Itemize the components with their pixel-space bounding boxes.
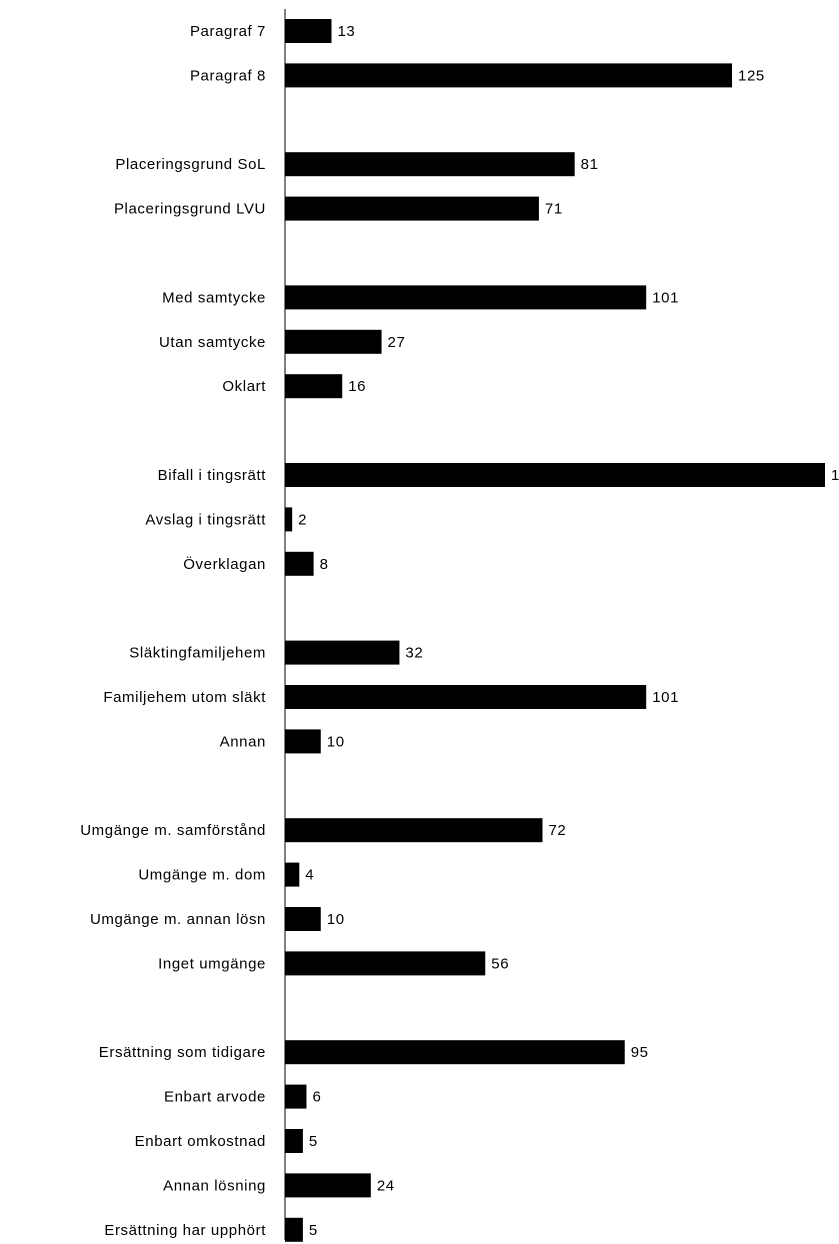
category-label: Paragraf 7 bbox=[190, 23, 266, 40]
category-label: Ersättning som tidigare bbox=[99, 1044, 266, 1061]
data-label: 16 bbox=[348, 378, 366, 395]
bars-layer bbox=[285, 19, 825, 1242]
data-label: 101 bbox=[652, 289, 679, 306]
bar bbox=[285, 63, 733, 88]
bar bbox=[285, 862, 300, 887]
bar bbox=[285, 907, 321, 931]
data-label: 81 bbox=[581, 156, 599, 173]
category-label: Annan bbox=[220, 733, 266, 750]
data-label: 101 bbox=[652, 689, 679, 706]
data-label: 2 bbox=[298, 511, 307, 528]
data-label: 125 bbox=[738, 67, 765, 84]
category-label: Utan samtycke bbox=[159, 334, 266, 351]
data-label: 151 bbox=[831, 467, 839, 484]
bar bbox=[285, 196, 539, 221]
bar bbox=[285, 329, 382, 354]
bar bbox=[285, 951, 486, 976]
category-label: Ersättning har upphört bbox=[104, 1222, 266, 1239]
bar bbox=[285, 152, 575, 177]
category-label: Oklart bbox=[222, 378, 266, 395]
category-label: Överklagan bbox=[183, 555, 266, 573]
bar bbox=[285, 729, 321, 754]
category-label: Paragraf 8 bbox=[190, 67, 266, 84]
labels-layer: 13 Paragraf 7 125 Paragraf 8 81 Placeringsgru… bbox=[80, 23, 839, 1239]
bar bbox=[285, 551, 314, 576]
category-label: Umgänge m. dom bbox=[138, 867, 266, 884]
category-label: Placeringsgrund LVU bbox=[114, 201, 266, 218]
data-label: 13 bbox=[337, 23, 355, 40]
category-label: Familjehem utom släkt bbox=[103, 689, 266, 706]
category-label: Placeringsgrund SoL bbox=[115, 156, 266, 173]
data-label: 10 bbox=[327, 911, 345, 928]
category-label: Enbart arvode bbox=[164, 1089, 266, 1106]
bar bbox=[285, 1129, 303, 1153]
data-label: 32 bbox=[405, 645, 423, 662]
data-label: 6 bbox=[312, 1089, 321, 1106]
category-label: Bifall i tingsrätt bbox=[158, 467, 267, 484]
bar bbox=[285, 374, 343, 399]
category-label: Avslag i tingsrätt bbox=[145, 511, 266, 528]
bar bbox=[285, 640, 400, 665]
bar bbox=[285, 19, 332, 43]
bar bbox=[285, 1040, 625, 1065]
bar bbox=[285, 285, 647, 310]
bar bbox=[285, 1217, 303, 1242]
data-label: 56 bbox=[491, 955, 509, 972]
data-label: 27 bbox=[388, 334, 406, 351]
category-label: Med samtycke bbox=[162, 289, 266, 306]
data-label: 5 bbox=[309, 1133, 318, 1150]
data-label: 4 bbox=[305, 867, 314, 884]
data-label: 10 bbox=[327, 733, 345, 750]
data-label: 72 bbox=[548, 822, 566, 839]
data-label: 24 bbox=[377, 1177, 395, 1194]
data-label: 8 bbox=[320, 556, 329, 573]
category-label: Enbart omkostnad bbox=[135, 1133, 266, 1150]
bar bbox=[285, 818, 543, 843]
category-label: Inget umgänge bbox=[158, 955, 266, 972]
bar bbox=[285, 463, 825, 487]
data-label: 95 bbox=[631, 1044, 649, 1061]
bar bbox=[285, 1173, 371, 1198]
bar bbox=[285, 685, 647, 709]
bar bbox=[285, 507, 293, 532]
category-label: Umgänge m. annan lösn bbox=[90, 911, 266, 928]
category-label: Annan lösning bbox=[163, 1177, 266, 1194]
category-label: Släktingfamiljehem bbox=[129, 645, 266, 662]
data-label: 71 bbox=[545, 201, 563, 218]
bar bbox=[285, 1084, 307, 1109]
data-label: 5 bbox=[309, 1222, 318, 1239]
category-label: Umgänge m. samförstånd bbox=[80, 822, 266, 839]
